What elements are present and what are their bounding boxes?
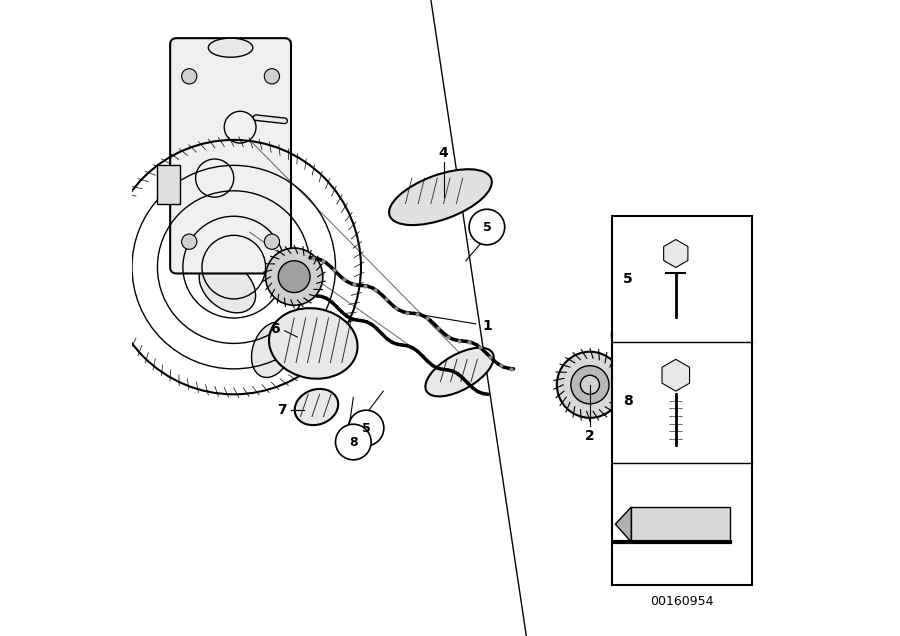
Circle shape [348, 410, 384, 446]
Circle shape [265, 69, 280, 84]
Circle shape [571, 366, 609, 404]
FancyBboxPatch shape [631, 507, 730, 542]
Text: 8: 8 [349, 436, 357, 448]
Circle shape [182, 234, 197, 249]
Ellipse shape [208, 38, 253, 57]
Circle shape [580, 375, 599, 394]
Ellipse shape [426, 348, 494, 396]
Text: 7: 7 [276, 403, 286, 417]
Text: 4: 4 [439, 146, 448, 160]
Text: 5: 5 [623, 272, 633, 286]
Circle shape [557, 352, 623, 418]
FancyBboxPatch shape [170, 38, 291, 273]
Text: 5: 5 [482, 221, 491, 233]
Text: 2: 2 [585, 429, 595, 443]
Text: 00160954: 00160954 [651, 595, 714, 607]
Text: 8: 8 [623, 394, 633, 408]
Circle shape [278, 261, 310, 293]
Circle shape [336, 424, 371, 460]
Circle shape [266, 248, 323, 305]
Ellipse shape [220, 153, 259, 204]
Text: 5: 5 [362, 422, 371, 434]
Text: 1: 1 [482, 319, 491, 333]
Text: 6: 6 [270, 322, 280, 336]
Circle shape [265, 234, 280, 249]
Circle shape [611, 317, 647, 352]
Ellipse shape [269, 308, 357, 379]
Circle shape [637, 339, 652, 354]
Text: 3: 3 [649, 470, 658, 484]
Polygon shape [158, 165, 180, 204]
Circle shape [469, 209, 505, 245]
Ellipse shape [251, 322, 292, 378]
Ellipse shape [238, 177, 281, 230]
Polygon shape [616, 507, 631, 542]
Ellipse shape [389, 169, 491, 225]
Text: 8: 8 [625, 328, 634, 341]
Ellipse shape [199, 259, 256, 313]
Circle shape [182, 69, 197, 84]
Ellipse shape [294, 389, 338, 425]
FancyBboxPatch shape [612, 216, 752, 585]
Text: 9: 9 [610, 301, 620, 315]
